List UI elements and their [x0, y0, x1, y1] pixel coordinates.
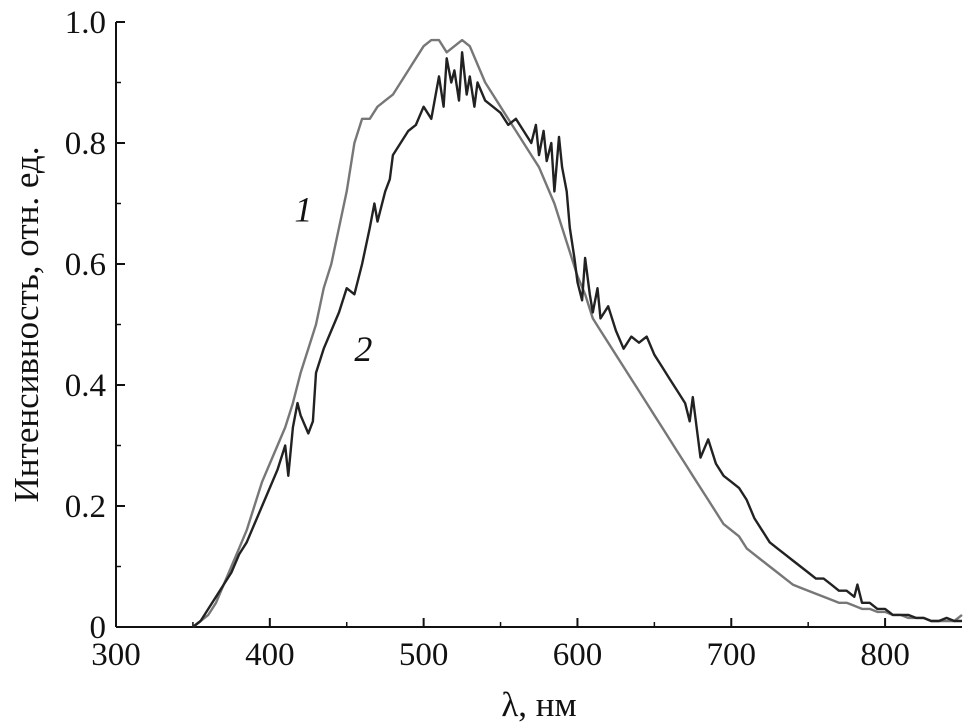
series-labels: 12: [294, 190, 372, 369]
series-line-1: [192, 38, 963, 628]
x-tick-label: 400: [245, 637, 295, 673]
x-tick-label: 300: [91, 637, 141, 673]
x-tick-label: 600: [553, 637, 603, 673]
y-tick-label: 0.8: [65, 126, 106, 162]
y-axis-ticks: 0 0.2 0.4 0.6 0.8 1.0: [65, 5, 125, 646]
x-tick-label: 700: [707, 637, 757, 673]
series-line-2: [192, 51, 962, 628]
series-label-2: 2: [354, 329, 372, 369]
y-tick-label: 0.4: [65, 368, 106, 404]
y-tick-label: 1.0: [65, 5, 106, 41]
y-tick-label: 0.6: [65, 247, 106, 283]
y-axis-title: Интенсивность, отн. ед.: [7, 147, 46, 503]
series-label-1: 1: [294, 190, 312, 230]
series-group: [192, 38, 963, 628]
x-tick-label: 800: [860, 637, 910, 673]
x-axis-title: λ, нм: [501, 685, 576, 724]
x-axis-ticks: 300 400 500 600 700 800: [91, 618, 910, 673]
x-tick-label: 500: [399, 637, 449, 673]
y-tick-label: 0.2: [65, 489, 106, 525]
y-tick-label: 0: [90, 610, 107, 646]
